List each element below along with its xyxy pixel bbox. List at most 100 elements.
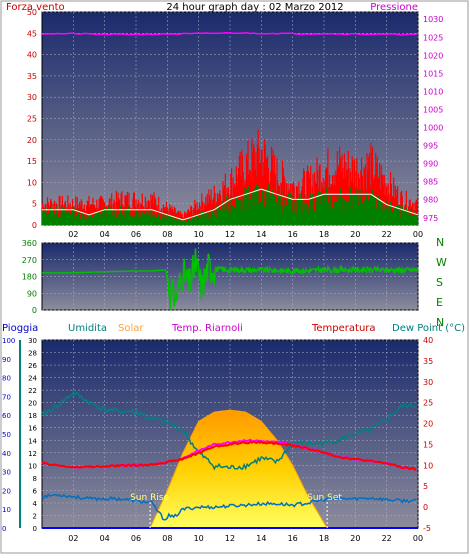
panel1-series xyxy=(41,31,419,225)
temperature-tick-label: 15 xyxy=(423,440,433,449)
panel3-legend-label: Temp. Riarnoli xyxy=(171,323,243,334)
percent-axis-ticks: 0 10 20 30 40 50 60 70 80 90 100 xyxy=(2,337,21,533)
hour-tick-label: 02 xyxy=(68,534,78,543)
temperature-axis-ticks: -5 0 5 10 15 20 25 30 35 40 xyxy=(423,336,433,533)
small-tick-label: 4 xyxy=(33,500,38,508)
temperature-tick-label: 20 xyxy=(423,420,433,429)
pressure-series xyxy=(41,31,419,36)
wind-tick-label: 20 xyxy=(27,136,37,145)
wind-tick-label: 50 xyxy=(27,8,37,17)
wind-tick-label: 40 xyxy=(27,51,37,60)
wind-axis-ticks: 0 5 10 15 20 25 30 35 40 45 50 xyxy=(27,8,37,230)
panel3-legend-label: Pioggia xyxy=(2,323,38,334)
compass-label: N xyxy=(436,316,444,329)
percent-tick-label: 100 xyxy=(2,337,15,345)
wind-tick-label: 25 xyxy=(27,115,37,124)
hour-tick-label: 16 xyxy=(288,534,298,543)
small-tick-label: 14 xyxy=(28,437,37,445)
small-tick-label: 30 xyxy=(28,337,37,345)
percent-tick-label: 10 xyxy=(2,506,11,514)
direction-tick-label: 180 xyxy=(22,273,37,282)
temperature-series xyxy=(41,440,417,471)
small-tick-label: 8 xyxy=(33,475,37,483)
wind-direction-series xyxy=(42,248,419,311)
hour-tick-label: 18 xyxy=(319,534,329,543)
hour-tick-label: 08 xyxy=(162,534,172,543)
panel2-grid xyxy=(42,242,419,311)
compass-label: E xyxy=(436,296,443,309)
hour-tick-label: 10 xyxy=(194,230,204,239)
pressure-tick-label: 1010 xyxy=(423,87,443,96)
humidity-series xyxy=(41,389,417,471)
wind-speed-label: Forza vento xyxy=(6,2,65,13)
percent-tick-label: 20 xyxy=(2,487,11,495)
wind-average-series xyxy=(41,183,418,225)
pressure-tick-label: 1000 xyxy=(423,124,443,133)
hour-tick-label: 22 xyxy=(382,230,392,239)
hour-tick-label: 22 xyxy=(382,534,392,543)
small-tick-label: 6 xyxy=(33,487,38,495)
percent-tick-label: 90 xyxy=(2,356,11,364)
sunrise-label: Sun Rise xyxy=(130,493,169,503)
hour-tick-label: 02 xyxy=(68,230,78,239)
hour-tick-label: 14 xyxy=(256,230,266,239)
pressure-tick-label: 985 xyxy=(423,178,438,187)
small-tick-label: 0 xyxy=(33,525,37,533)
hour-tick-label: 00 xyxy=(413,230,423,239)
temperature-tick-label: 30 xyxy=(423,378,433,387)
direction-tick-label: 360 xyxy=(22,239,37,248)
direction-axis-ticks: 0 90 180 270 360 xyxy=(22,239,37,315)
hour-tick-label: 12 xyxy=(225,534,235,543)
small-tick-label: 28 xyxy=(28,350,37,358)
panel3-annotations: Sun Rise Sun Set xyxy=(130,493,342,528)
compass-label: N xyxy=(436,236,444,249)
small-tick-label: 22 xyxy=(28,387,37,395)
panel3-series xyxy=(41,389,418,529)
pressure-tick-label: 1005 xyxy=(423,105,443,114)
panel3-legend-label: Temperatura xyxy=(311,323,376,334)
small-tick-label: 26 xyxy=(28,362,37,370)
pressure-tick-label: 990 xyxy=(423,160,438,169)
percent-tick-label: 50 xyxy=(2,431,11,439)
direction-tick-label: 90 xyxy=(27,289,37,298)
panel2-series xyxy=(42,248,419,311)
wind-tick-label: 5 xyxy=(32,200,37,209)
panel3-legend-label: Dew Point (°C) xyxy=(392,323,465,334)
temperature-tick-label: 0 xyxy=(423,503,428,512)
hour-tick-label: 12 xyxy=(225,230,235,239)
pressure-axis-ticks: 975 980 985 990 995 1000 1005 1010 1015 1020 1025 1… xyxy=(423,15,443,223)
hour-tick-label: 00 xyxy=(413,534,423,543)
percent-tick-label: 60 xyxy=(2,412,11,420)
pressure-label: Pressione xyxy=(370,2,418,13)
small-tick-label: 12 xyxy=(28,450,37,458)
panel1-hour-ticks: 02 04 06 08 10 12 14 16 18 20 22 00 xyxy=(68,230,423,239)
wind-tick-label: 35 xyxy=(27,72,37,81)
temperature-tick-label: 25 xyxy=(423,399,433,408)
temperature-tick-label: 5 xyxy=(423,482,428,491)
percent-tick-label: 80 xyxy=(2,375,11,383)
small-tick-label: 24 xyxy=(28,375,37,383)
direction-tick-label: 0 xyxy=(32,306,37,315)
hour-tick-label: 04 xyxy=(100,230,110,239)
temperature-tick-label: 40 xyxy=(423,336,433,345)
wind-tick-label: 45 xyxy=(27,29,37,38)
hour-tick-label: 20 xyxy=(350,230,360,239)
wind-tick-label: 15 xyxy=(27,157,37,166)
pressure-tick-label: 1020 xyxy=(423,51,443,60)
temperature-tick-label: 10 xyxy=(423,461,433,470)
panel3-hour-ticks: 02 04 06 08 10 12 14 16 18 20 22 00 xyxy=(68,534,423,543)
hour-tick-label: 04 xyxy=(100,534,110,543)
hour-tick-label: 06 xyxy=(131,534,141,543)
pressure-tick-label: 1025 xyxy=(423,33,443,42)
small-tick-label: 2 xyxy=(33,512,37,520)
small-tick-label: 20 xyxy=(28,400,37,408)
wind-tick-label: 10 xyxy=(27,178,37,187)
percent-tick-label: 30 xyxy=(2,469,11,477)
hour-tick-label: 14 xyxy=(256,534,266,543)
pressure-tick-label: 975 xyxy=(423,214,438,223)
